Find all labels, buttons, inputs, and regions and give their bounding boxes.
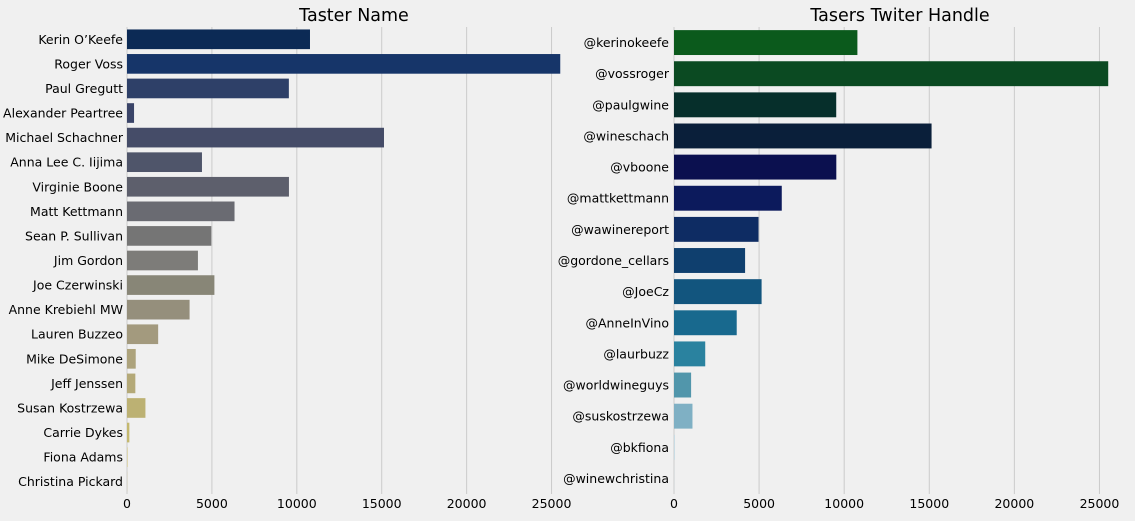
- category-label: Jim Gordon: [53, 253, 123, 268]
- chart-panel-twitter-handle: Tasers Twiter Handle 0 5000 10000 15000 2000…: [558, 6, 1120, 511]
- bar: [674, 373, 691, 398]
- bar: [674, 30, 857, 55]
- bar: [674, 248, 745, 273]
- x-tick-label: 10000: [824, 496, 864, 511]
- bar: [127, 251, 198, 271]
- category-label: Sean P. Sullivan: [25, 228, 123, 243]
- category-label: Lauren Buzzeo: [31, 327, 123, 342]
- x-tick-label: 0: [670, 496, 678, 511]
- bar: [127, 54, 560, 74]
- category-label: @wawinereport: [571, 222, 669, 237]
- category-label: @suskostrzewa: [572, 409, 669, 424]
- category-label: Christina Pickard: [18, 474, 123, 489]
- bar: [674, 341, 705, 366]
- chart-title: Taster Name: [298, 6, 409, 26]
- category-label: @wineschach: [583, 128, 669, 143]
- category-label: Susan Kostrzewa: [17, 400, 123, 415]
- bar: [127, 275, 214, 295]
- bar: [674, 155, 836, 180]
- bar: [127, 324, 158, 344]
- category-label: Joe Czerwinski: [32, 278, 123, 293]
- x-tick-label: 20000: [994, 496, 1034, 511]
- bar: [127, 374, 135, 394]
- bar: [674, 310, 737, 335]
- category-label: Fiona Adams: [43, 450, 123, 465]
- category-label: Michael Schachner: [5, 130, 124, 145]
- category-label: @paulgwine: [592, 97, 669, 112]
- category-label: @kerinokeefe: [584, 35, 670, 50]
- bar: [127, 202, 235, 222]
- category-label: Paul Gregutt: [45, 81, 123, 96]
- category-label: @worldwineguys: [563, 378, 669, 393]
- x-tick-label: 25000: [1080, 496, 1120, 511]
- bar: [674, 279, 762, 304]
- category-label: @bkfiona: [610, 440, 669, 455]
- category-label: Anna Lee C. Iijima: [10, 155, 123, 170]
- bar: [127, 177, 289, 197]
- bar: [674, 404, 692, 429]
- x-tick-label: 15000: [909, 496, 949, 511]
- chart-title: Tasers Twiter Handle: [809, 6, 989, 26]
- x-tick-label: 25000: [532, 496, 572, 511]
- bar: [674, 217, 759, 242]
- bar: [127, 423, 129, 443]
- category-label: @gordone_cellars: [558, 253, 669, 268]
- bar: [127, 349, 136, 369]
- bar: [127, 398, 145, 418]
- x-tick-label: 20000: [447, 496, 487, 511]
- bar: [127, 79, 289, 99]
- bar: [127, 128, 384, 148]
- bar: [127, 152, 202, 172]
- category-label: Kerin O’Keefe: [38, 32, 123, 47]
- bar: [674, 61, 1108, 86]
- category-label: @vossroger: [595, 66, 670, 81]
- category-label: Carrie Dykes: [43, 425, 123, 440]
- category-label: Virginie Boone: [32, 179, 123, 194]
- category-label: Mike DeSimone: [26, 351, 123, 366]
- bar: [127, 300, 190, 320]
- category-label: Matt Kettmann: [30, 204, 123, 219]
- x-tick-label: 5000: [743, 496, 775, 511]
- bar: [127, 103, 134, 123]
- category-label: Jeff Jenssen: [50, 376, 123, 391]
- category-label: @JoeCz: [622, 284, 669, 299]
- bar: [674, 186, 782, 211]
- category-label: @vboone: [610, 160, 669, 175]
- category-label: @laurbuzz: [603, 346, 669, 361]
- category-label: @AnneInVino: [585, 315, 669, 330]
- category-label: Anne Krebiehl MW: [9, 302, 123, 317]
- bar: [127, 29, 310, 49]
- chart-panel-taster-name: Taster Name 0 5000 10000 15000 20000 25000 Ker…: [3, 6, 571, 511]
- bar: [127, 226, 211, 246]
- bar: [674, 124, 932, 149]
- x-tick-label: 15000: [362, 496, 402, 511]
- x-tick-label: 10000: [277, 496, 317, 511]
- category-label: Roger Voss: [54, 56, 123, 71]
- category-label: @winewchristina: [563, 471, 669, 486]
- x-tick-label: 5000: [196, 496, 228, 511]
- category-label: @mattkettmann: [567, 191, 669, 206]
- bar: [674, 92, 836, 117]
- category-label: Alexander Peartree: [3, 106, 123, 121]
- x-tick-label: 0: [123, 496, 131, 511]
